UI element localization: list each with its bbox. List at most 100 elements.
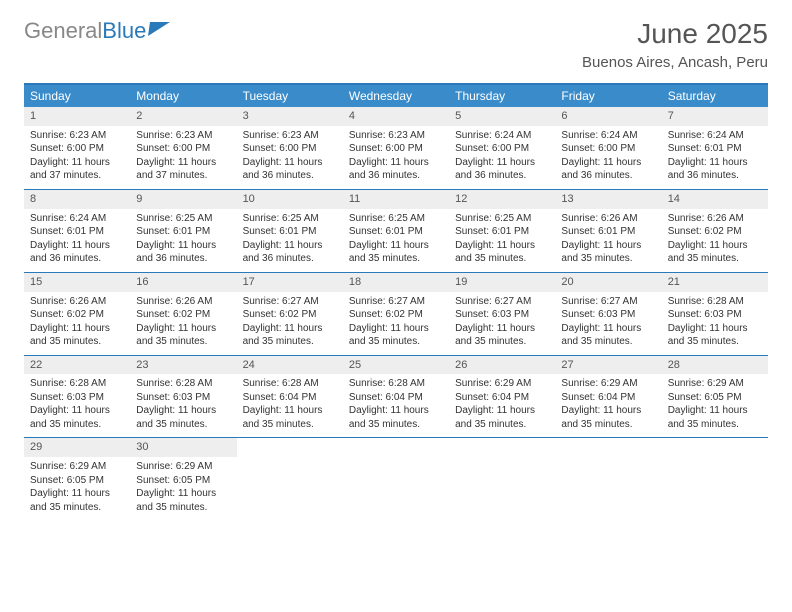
sunset-text: Sunset: 6:05 PM bbox=[668, 391, 762, 405]
day-cell: 6Sunrise: 6:24 AMSunset: 6:00 PMDaylight… bbox=[555, 107, 661, 189]
day-body: Sunrise: 6:25 AMSunset: 6:01 PMDaylight:… bbox=[130, 209, 236, 272]
day-body: Sunrise: 6:24 AMSunset: 6:00 PMDaylight:… bbox=[449, 126, 555, 189]
day-cell: 3Sunrise: 6:23 AMSunset: 6:00 PMDaylight… bbox=[237, 107, 343, 189]
daylight-text: Daylight: 11 hours and 35 minutes. bbox=[561, 322, 655, 349]
sunset-text: Sunset: 6:02 PM bbox=[30, 308, 124, 322]
header: GeneralBlue June 2025 Buenos Aires, Anca… bbox=[24, 18, 768, 71]
daylight-text: Daylight: 11 hours and 35 minutes. bbox=[668, 404, 762, 431]
day-cell: 17Sunrise: 6:27 AMSunset: 6:02 PMDayligh… bbox=[237, 273, 343, 355]
day-number: 28 bbox=[662, 356, 768, 375]
sunset-text: Sunset: 6:04 PM bbox=[455, 391, 549, 405]
day-number: 21 bbox=[662, 273, 768, 292]
logo-text-2: Blue bbox=[102, 18, 146, 43]
day-number: 4 bbox=[343, 107, 449, 126]
day-cell: 9Sunrise: 6:25 AMSunset: 6:01 PMDaylight… bbox=[130, 190, 236, 272]
sunset-text: Sunset: 6:05 PM bbox=[30, 474, 124, 488]
sunset-text: Sunset: 6:01 PM bbox=[136, 225, 230, 239]
day-header: Wednesday bbox=[343, 85, 449, 107]
sunrise-text: Sunrise: 6:25 AM bbox=[136, 212, 230, 226]
day-cell: 11Sunrise: 6:25 AMSunset: 6:01 PMDayligh… bbox=[343, 190, 449, 272]
sunrise-text: Sunrise: 6:29 AM bbox=[455, 377, 549, 391]
sunrise-text: Sunrise: 6:23 AM bbox=[136, 129, 230, 143]
sunrise-text: Sunrise: 6:27 AM bbox=[561, 295, 655, 309]
day-header: Saturday bbox=[662, 85, 768, 107]
sunset-text: Sunset: 6:02 PM bbox=[136, 308, 230, 322]
day-number: 22 bbox=[24, 356, 130, 375]
day-body: Sunrise: 6:28 AMSunset: 6:03 PMDaylight:… bbox=[130, 374, 236, 437]
day-body: Sunrise: 6:27 AMSunset: 6:03 PMDaylight:… bbox=[449, 292, 555, 355]
day-number: 9 bbox=[130, 190, 236, 209]
day-body: Sunrise: 6:29 AMSunset: 6:04 PMDaylight:… bbox=[449, 374, 555, 437]
daylight-text: Daylight: 11 hours and 35 minutes. bbox=[455, 322, 549, 349]
sunrise-text: Sunrise: 6:24 AM bbox=[561, 129, 655, 143]
day-number: 5 bbox=[449, 107, 555, 126]
empty-cell bbox=[343, 438, 449, 520]
day-number: 19 bbox=[449, 273, 555, 292]
daylight-text: Daylight: 11 hours and 35 minutes. bbox=[30, 322, 124, 349]
week-row: 15Sunrise: 6:26 AMSunset: 6:02 PMDayligh… bbox=[24, 273, 768, 356]
calendar: Sunday Monday Tuesday Wednesday Thursday… bbox=[24, 83, 768, 520]
sunset-text: Sunset: 6:02 PM bbox=[243, 308, 337, 322]
sunset-text: Sunset: 6:01 PM bbox=[668, 142, 762, 156]
sunset-text: Sunset: 6:00 PM bbox=[455, 142, 549, 156]
day-body: Sunrise: 6:24 AMSunset: 6:00 PMDaylight:… bbox=[555, 126, 661, 189]
day-cell: 21Sunrise: 6:28 AMSunset: 6:03 PMDayligh… bbox=[662, 273, 768, 355]
day-number: 29 bbox=[24, 438, 130, 457]
sunrise-text: Sunrise: 6:26 AM bbox=[136, 295, 230, 309]
sunset-text: Sunset: 6:04 PM bbox=[349, 391, 443, 405]
daylight-text: Daylight: 11 hours and 35 minutes. bbox=[136, 487, 230, 514]
day-cell: 19Sunrise: 6:27 AMSunset: 6:03 PMDayligh… bbox=[449, 273, 555, 355]
daylight-text: Daylight: 11 hours and 35 minutes. bbox=[668, 322, 762, 349]
day-header: Thursday bbox=[449, 85, 555, 107]
sunrise-text: Sunrise: 6:24 AM bbox=[30, 212, 124, 226]
daylight-text: Daylight: 11 hours and 35 minutes. bbox=[349, 239, 443, 266]
week-row: 1Sunrise: 6:23 AMSunset: 6:00 PMDaylight… bbox=[24, 107, 768, 190]
day-body: Sunrise: 6:26 AMSunset: 6:02 PMDaylight:… bbox=[662, 209, 768, 272]
sunrise-text: Sunrise: 6:26 AM bbox=[30, 295, 124, 309]
daylight-text: Daylight: 11 hours and 36 minutes. bbox=[561, 156, 655, 183]
sunrise-text: Sunrise: 6:29 AM bbox=[136, 460, 230, 474]
sunset-text: Sunset: 6:03 PM bbox=[668, 308, 762, 322]
day-body: Sunrise: 6:24 AMSunset: 6:01 PMDaylight:… bbox=[662, 126, 768, 189]
day-cell: 25Sunrise: 6:28 AMSunset: 6:04 PMDayligh… bbox=[343, 356, 449, 438]
sunrise-text: Sunrise: 6:27 AM bbox=[349, 295, 443, 309]
day-header: Sunday bbox=[24, 85, 130, 107]
empty-cell bbox=[237, 438, 343, 520]
daylight-text: Daylight: 11 hours and 35 minutes. bbox=[349, 322, 443, 349]
day-number: 17 bbox=[237, 273, 343, 292]
day-body: Sunrise: 6:26 AMSunset: 6:02 PMDaylight:… bbox=[24, 292, 130, 355]
day-number: 20 bbox=[555, 273, 661, 292]
daylight-text: Daylight: 11 hours and 36 minutes. bbox=[243, 239, 337, 266]
daylight-text: Daylight: 11 hours and 35 minutes. bbox=[455, 404, 549, 431]
day-cell: 23Sunrise: 6:28 AMSunset: 6:03 PMDayligh… bbox=[130, 356, 236, 438]
day-cell: 27Sunrise: 6:29 AMSunset: 6:04 PMDayligh… bbox=[555, 356, 661, 438]
daylight-text: Daylight: 11 hours and 35 minutes. bbox=[455, 239, 549, 266]
day-cell: 13Sunrise: 6:26 AMSunset: 6:01 PMDayligh… bbox=[555, 190, 661, 272]
day-number: 10 bbox=[237, 190, 343, 209]
day-number: 8 bbox=[24, 190, 130, 209]
day-number: 16 bbox=[130, 273, 236, 292]
daylight-text: Daylight: 11 hours and 35 minutes. bbox=[668, 239, 762, 266]
day-number: 11 bbox=[343, 190, 449, 209]
day-number: 15 bbox=[24, 273, 130, 292]
sunset-text: Sunset: 6:05 PM bbox=[136, 474, 230, 488]
month-title: June 2025 bbox=[582, 18, 768, 50]
sunset-text: Sunset: 6:00 PM bbox=[561, 142, 655, 156]
day-number: 13 bbox=[555, 190, 661, 209]
day-cell: 2Sunrise: 6:23 AMSunset: 6:00 PMDaylight… bbox=[130, 107, 236, 189]
sunset-text: Sunset: 6:01 PM bbox=[455, 225, 549, 239]
empty-cell bbox=[555, 438, 661, 520]
sunrise-text: Sunrise: 6:29 AM bbox=[668, 377, 762, 391]
sunrise-text: Sunrise: 6:27 AM bbox=[243, 295, 337, 309]
day-number: 18 bbox=[343, 273, 449, 292]
day-body: Sunrise: 6:29 AMSunset: 6:05 PMDaylight:… bbox=[130, 457, 236, 520]
day-cell: 15Sunrise: 6:26 AMSunset: 6:02 PMDayligh… bbox=[24, 273, 130, 355]
daylight-text: Daylight: 11 hours and 36 minutes. bbox=[243, 156, 337, 183]
day-body: Sunrise: 6:23 AMSunset: 6:00 PMDaylight:… bbox=[343, 126, 449, 189]
day-body: Sunrise: 6:29 AMSunset: 6:05 PMDaylight:… bbox=[24, 457, 130, 520]
daylight-text: Daylight: 11 hours and 36 minutes. bbox=[349, 156, 443, 183]
sunset-text: Sunset: 6:02 PM bbox=[349, 308, 443, 322]
daylight-text: Daylight: 11 hours and 35 minutes. bbox=[136, 322, 230, 349]
location: Buenos Aires, Ancash, Peru bbox=[582, 54, 768, 71]
day-number: 30 bbox=[130, 438, 236, 457]
